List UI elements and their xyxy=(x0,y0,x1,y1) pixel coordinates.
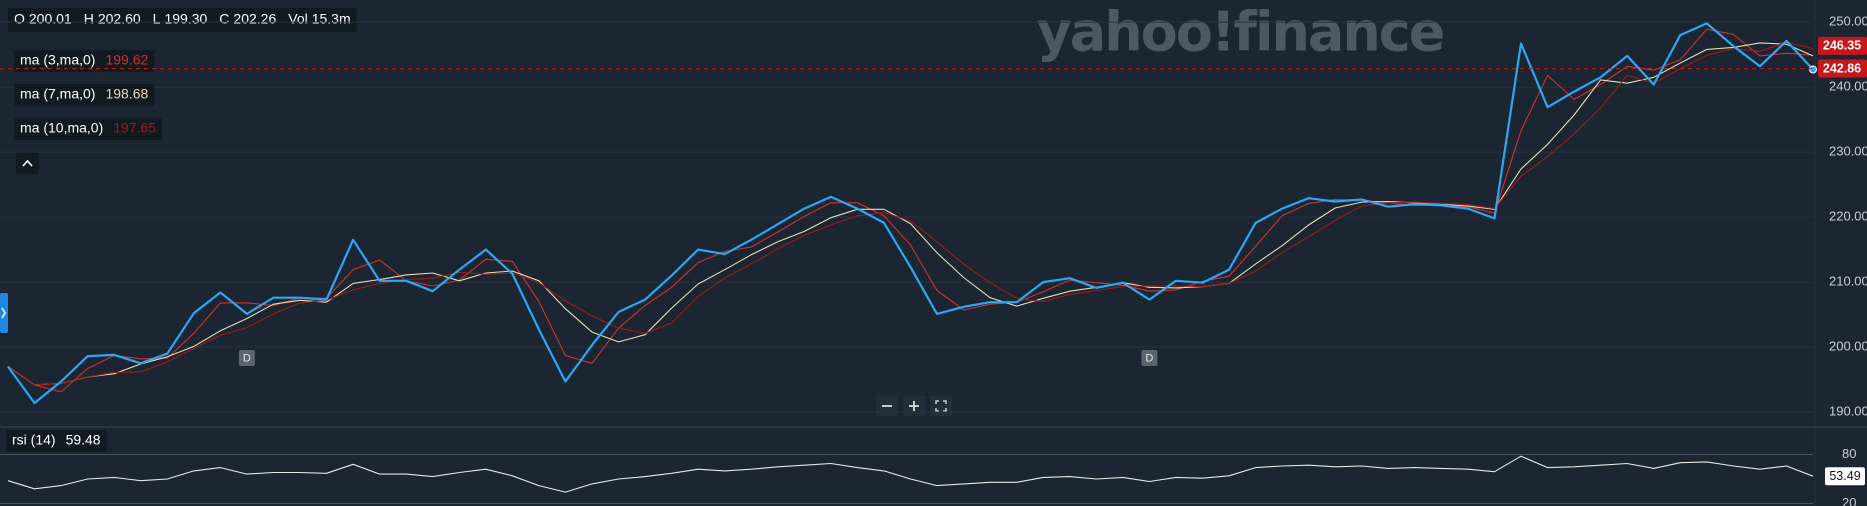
legend-value: 59.48 xyxy=(66,432,101,448)
legend-entry: ma (7,ma,0) 198.68 xyxy=(14,84,155,106)
legend-bg xyxy=(6,430,107,452)
collapse-button[interactable] xyxy=(16,152,39,174)
series-line xyxy=(7,22,1814,405)
event-marker xyxy=(1141,350,1158,366)
watermark: yahoo!finance xyxy=(1037,1,1444,64)
legend-bg xyxy=(14,84,155,106)
ohlc-label: C xyxy=(219,11,229,27)
legend-value: 197.65 xyxy=(113,120,156,136)
readout-bg xyxy=(8,8,357,32)
price-badge xyxy=(1818,59,1867,78)
y-tick-label: 80 xyxy=(1842,446,1856,461)
y-tick-label: 210.00 xyxy=(1829,274,1867,289)
ohlc-value: 200.01 xyxy=(29,11,72,27)
ohlc-value: 202.60 xyxy=(98,11,141,27)
rsi-legend: rsi (14) 59.48 xyxy=(6,430,107,452)
ohlc-value: 199.30 xyxy=(164,11,207,27)
y-tick-label: 190.00 xyxy=(1829,403,1867,418)
zoom-controls xyxy=(876,396,952,416)
series-line xyxy=(7,42,1814,386)
ohlc-value: 202.26 xyxy=(233,11,276,27)
legend-entry: ma (10,ma,0) 197.65 xyxy=(14,118,163,140)
legend-value: 199.62 xyxy=(105,52,148,68)
ohlc-label: H xyxy=(84,11,94,27)
y-tick-label: 20 xyxy=(1842,495,1856,506)
series-line xyxy=(7,41,1814,386)
legend-bg xyxy=(14,50,155,72)
fullscreen[interactable] xyxy=(930,396,952,416)
legend-bg xyxy=(14,118,163,140)
legend-value: 198.68 xyxy=(105,86,148,102)
ohlc-label: L xyxy=(153,11,161,27)
event-marker-label: D xyxy=(1145,352,1153,364)
ohlc-value: 15.3m xyxy=(312,11,351,27)
y-tick-label: 240.00 xyxy=(1829,79,1867,94)
side-tab[interactable] xyxy=(0,293,8,333)
legend-label: rsi (14) xyxy=(12,432,56,448)
plus-icon xyxy=(909,401,919,411)
legend-entry: ma (3,ma,0) 199.62 xyxy=(14,50,155,72)
price-badge xyxy=(1818,36,1867,55)
y-tick-label: 220.00 xyxy=(1829,209,1867,224)
legend-label: ma (3,ma,0) xyxy=(20,52,95,68)
price-badge-label: 242.86 xyxy=(1823,61,1861,75)
legend-label: ma (7,ma,0) xyxy=(20,86,95,102)
y-tick-label: 200.00 xyxy=(1829,338,1867,353)
ohlc-label: O xyxy=(14,11,25,27)
chevron-up xyxy=(22,159,33,167)
y-tick-label: 250.00 xyxy=(1829,14,1867,29)
legend-label: ma (10,ma,0) xyxy=(20,120,103,136)
series-line xyxy=(7,455,1814,493)
price-badge-label: 246.35 xyxy=(1823,39,1861,53)
ohlc-readout: O 200.01 H 202.60 L 199.30 C 202.26 Vol 15.3m xyxy=(8,8,357,32)
ohlc-label: Vol xyxy=(288,11,307,27)
event-marker xyxy=(238,350,255,366)
side-tab-icon xyxy=(1,307,6,319)
button-bg xyxy=(16,152,39,174)
last-point xyxy=(1809,65,1817,74)
y-tick-label: 230.00 xyxy=(1829,144,1867,159)
event-marker-label: D xyxy=(243,352,251,364)
value-badge-label: 53.49 xyxy=(1829,469,1860,483)
value-badge xyxy=(1825,467,1865,486)
fullscreen-icon xyxy=(935,400,947,412)
